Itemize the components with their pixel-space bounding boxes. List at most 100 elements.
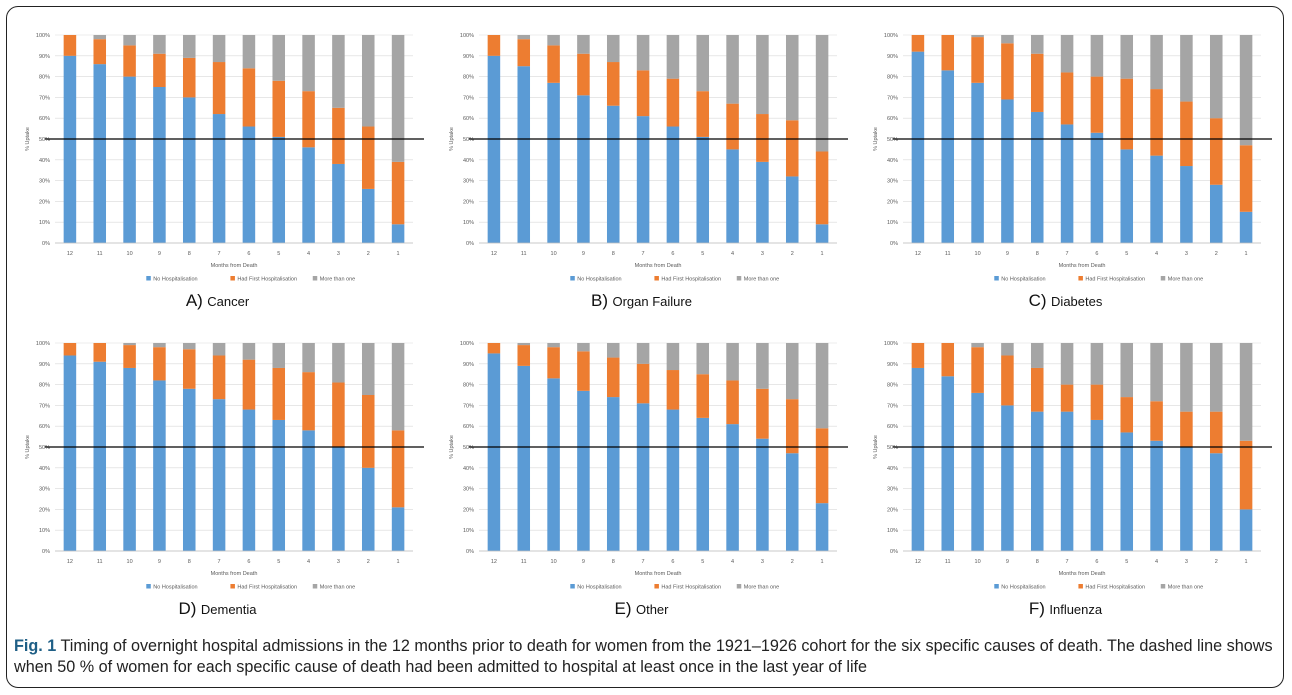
bar-segment [391, 35, 405, 162]
y-axis-label: % Uptake [873, 435, 879, 459]
y-tick-label: 70% [39, 95, 50, 101]
x-tick-label: 4 [307, 251, 310, 257]
x-tick-label: 7 [642, 251, 645, 257]
legend-label: No Hospitalisation [577, 585, 621, 591]
legend-label: No Hospitalisation [1001, 277, 1045, 283]
x-tick-label: 2 [367, 559, 370, 565]
bar-segment [1150, 343, 1163, 402]
legend-swatch [1160, 584, 1166, 589]
y-tick-label: 20% [887, 199, 898, 205]
x-tick-label: 1 [821, 251, 824, 257]
bar-segment [941, 35, 955, 71]
legend-label: No Hospitalisation [153, 277, 197, 283]
legend-label: Had First Hospitalisation [237, 277, 297, 283]
y-tick-label: 90% [39, 54, 50, 60]
x-tick-label: 5 [701, 251, 704, 257]
bar-segment [272, 367, 286, 420]
bar-segment [785, 176, 799, 243]
panel-a: 0% 10% 20% 30% 40% 50% 60% 70% 80% 90% 100% % Uptak… [9, 15, 426, 331]
x-tick-label: 2 [791, 251, 794, 257]
bar-segment [123, 35, 136, 46]
bar-segment [756, 161, 769, 243]
y-tick-label: 80% [887, 383, 898, 389]
panel-e: 0% 10% 20% 30% 40% 50% 60% 70% 80% 90% 100% % Uptak… [433, 323, 850, 639]
x-tick-label: 4 [1155, 559, 1158, 565]
x-tick-label: 8 [1036, 559, 1039, 565]
y-tick-label: 70% [463, 403, 474, 409]
y-tick-label: 30% [887, 179, 898, 185]
bar-segment [815, 503, 829, 551]
x-tick-label: 4 [1155, 251, 1158, 257]
y-axis-label: % Uptake [25, 435, 31, 459]
x-tick-label: 12 [915, 559, 921, 565]
bar-segment [606, 397, 620, 551]
bar-segment [242, 359, 256, 410]
bar-segment [1150, 155, 1163, 243]
bar-segment [1239, 211, 1253, 243]
x-tick-label: 6 [247, 251, 250, 257]
x-tick-label: 6 [247, 559, 250, 565]
legend-swatch [146, 584, 151, 589]
bar-segment [1209, 118, 1223, 185]
legend-label: No Hospitalisation [1001, 585, 1045, 591]
bar-segment [242, 126, 256, 243]
bar-segment [756, 438, 769, 551]
legend-swatch [570, 276, 575, 281]
bar-segment [971, 82, 984, 243]
panel-e-letter: E) [614, 599, 632, 618]
bar-segment [606, 105, 620, 243]
legend-swatch [994, 276, 999, 281]
x-tick-label: 7 [218, 251, 221, 257]
y-tick-label: 0% [42, 549, 50, 555]
bar-segment [1090, 76, 1104, 133]
bar-segment [756, 35, 769, 115]
bar-segment [547, 82, 560, 243]
bar-segment [666, 35, 680, 79]
bar-segment [391, 224, 405, 243]
y-tick-label: 60% [887, 424, 898, 430]
y-tick-label: 20% [463, 199, 474, 205]
y-tick-label: 80% [463, 75, 474, 81]
bar-segment [696, 417, 710, 551]
bar-segment [547, 343, 560, 348]
x-tick-label: 3 [761, 559, 764, 565]
panel-a-name: Cancer [207, 294, 250, 309]
x-axis-label: Months from Death [211, 571, 258, 577]
bar-segment [242, 68, 256, 127]
x-tick-label: 8 [612, 559, 615, 565]
bar-segment [1001, 35, 1014, 44]
bar-segment [272, 343, 286, 368]
x-tick-label: 10 [551, 251, 557, 257]
y-tick-label: 10% [463, 220, 474, 226]
panel-c-caption: C) Diabetes [857, 291, 1274, 311]
panel-f-caption: F) Influenza [857, 599, 1274, 619]
bar-segment [606, 62, 620, 106]
x-tick-label: 2 [1215, 251, 1218, 257]
bar-segment [487, 35, 501, 56]
y-tick-label: 90% [463, 54, 474, 60]
panel-b-name: Organ Failure [612, 294, 692, 309]
panel-b: 0% 10% 20% 30% 40% 50% 60% 70% 80% 90% 100% % Uptak… [433, 15, 850, 331]
bar-segment [1239, 343, 1253, 441]
x-tick-label: 3 [1185, 251, 1188, 257]
bar-segment [815, 343, 829, 429]
bar-segment [332, 35, 345, 108]
panel-d-letter: D) [178, 599, 197, 618]
y-tick-label: 100% [884, 33, 898, 39]
bar-segment [941, 343, 955, 377]
x-tick-label: 7 [1066, 559, 1069, 565]
bar-segment [1239, 145, 1253, 212]
bar-segment [1030, 343, 1044, 368]
bar-segment [1030, 35, 1044, 54]
bar-segment [1150, 35, 1163, 90]
bar-segment [302, 430, 315, 551]
y-tick-label: 10% [39, 528, 50, 534]
x-tick-label: 1 [1245, 559, 1248, 565]
y-tick-label: 30% [463, 487, 474, 493]
bar-segment [123, 45, 136, 77]
y-tick-label: 40% [887, 466, 898, 472]
bar-segment [636, 116, 650, 243]
y-tick-label: 20% [39, 199, 50, 205]
x-tick-label: 5 [701, 559, 704, 565]
bar-segment [212, 355, 226, 400]
